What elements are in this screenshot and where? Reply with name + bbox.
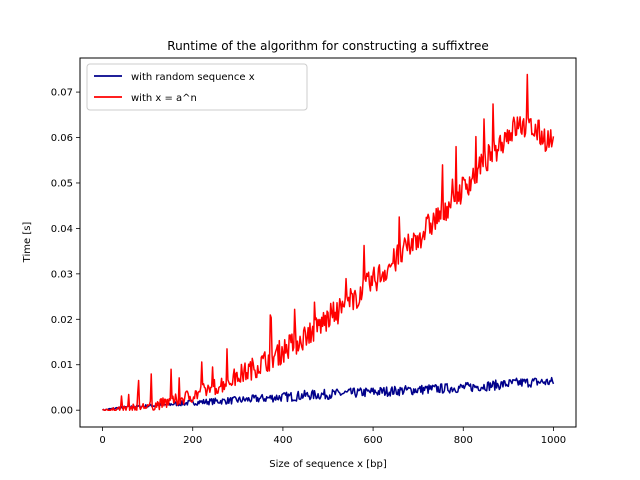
y-tick-label: 0.03: [51, 269, 73, 280]
y-tick-label: 0.07: [51, 88, 73, 99]
legend: with random sequence x with x = a^n: [86, 63, 308, 111]
x-tick-label: 200: [183, 435, 202, 446]
plot-lines: [102, 73, 555, 411]
y-tick-label: 0.04: [51, 224, 73, 235]
y-tick-label: 0.00: [51, 406, 73, 417]
legend-label-random: with random sequence x: [131, 72, 255, 83]
x-tick-label: 800: [454, 435, 473, 446]
legend-label-a-n: with x = a^n: [131, 93, 197, 104]
chart-title: Runtime of the algorithm for constructin…: [167, 39, 488, 53]
x-tick-label: 0: [99, 435, 105, 446]
x-axis-ticks: 0 200 400 600 800 1000: [99, 427, 566, 446]
legend-box: [86, 63, 308, 111]
x-tick-label: 1000: [541, 435, 566, 446]
series-line-a-n: [102, 73, 555, 411]
x-tick-label: 600: [364, 435, 383, 446]
x-axis-label: Size of sequence x [bp]: [269, 459, 387, 470]
y-axis-label: Time [s]: [22, 222, 33, 264]
y-tick-label: 0.06: [51, 133, 73, 144]
y-tick-label: 0.05: [51, 178, 73, 189]
y-axis-ticks: 0.00 0.01 0.02 0.03 0.04 0.05 0.06 0.07: [51, 88, 80, 417]
y-tick-label: 0.02: [51, 315, 73, 326]
plot-frame: [79, 57, 577, 428]
y-tick-label: 0.01: [51, 360, 73, 371]
x-tick-label: 400: [273, 435, 292, 446]
